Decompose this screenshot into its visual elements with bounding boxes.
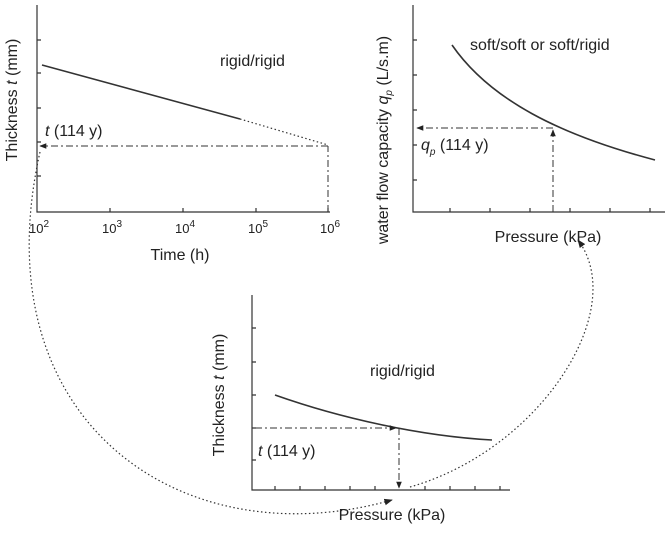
x-tick-label: 106 bbox=[320, 219, 340, 236]
panel-time: Thickness t (mm) t (114 y) rigid/rigid T… bbox=[4, 5, 340, 264]
annotation: t (114 y) bbox=[258, 443, 316, 460]
annotation: t (114 y) bbox=[45, 123, 103, 140]
case-label: rigid/rigid bbox=[370, 363, 435, 380]
panel-pressure: Thickness t (mm) t (114 y) rigid/rigid P… bbox=[211, 295, 510, 524]
curve bbox=[274, 394, 493, 441]
annotation: qp (114 y) bbox=[421, 137, 489, 158]
curve bbox=[41, 64, 241, 120]
tick-exponent: 4 bbox=[189, 219, 195, 230]
x-tick-label: 105 bbox=[248, 219, 268, 236]
tick-exponent: 2 bbox=[43, 219, 49, 230]
case-label: soft/soft or soft/rigid bbox=[470, 37, 610, 54]
x-tick-labels: 102 103 104 105 106 bbox=[29, 219, 340, 236]
tick-base: 10 bbox=[320, 221, 334, 236]
axes bbox=[36, 5, 330, 213]
curve bbox=[451, 44, 656, 161]
connector-arrow bbox=[409, 239, 594, 488]
ticks bbox=[252, 327, 501, 490]
y-label: water flow capacity qp (L/s.m) bbox=[375, 36, 395, 245]
tick-exponent: 6 bbox=[334, 219, 340, 230]
tick-base: 10 bbox=[175, 221, 189, 236]
x-label: Time (h) bbox=[151, 247, 210, 264]
x-label: Pressure (kPa) bbox=[339, 507, 446, 524]
y-label: Thickness t (mm) bbox=[4, 39, 21, 162]
tick-exponent: 5 bbox=[262, 219, 268, 230]
y-label: Thickness t (mm) bbox=[211, 334, 228, 457]
tick-exponent: 3 bbox=[116, 219, 122, 230]
x-tick-label: 103 bbox=[102, 219, 122, 236]
tick-base: 10 bbox=[102, 221, 116, 236]
x-tick-label: 102 bbox=[29, 219, 49, 236]
axes bbox=[412, 5, 665, 213]
extrapolation bbox=[239, 118, 329, 146]
connector-arrow bbox=[28, 151, 393, 515]
ticks bbox=[413, 39, 651, 212]
panel-flow: water flow capacity qp (L/s.m) qp (114 y… bbox=[375, 5, 665, 246]
tick-base: 10 bbox=[248, 221, 262, 236]
case-label: rigid/rigid bbox=[220, 53, 285, 70]
x-label: Pressure (kPa) bbox=[495, 229, 602, 246]
axes bbox=[251, 295, 510, 491]
x-tick-label: 104 bbox=[175, 219, 195, 236]
tick-base: 10 bbox=[29, 221, 43, 236]
